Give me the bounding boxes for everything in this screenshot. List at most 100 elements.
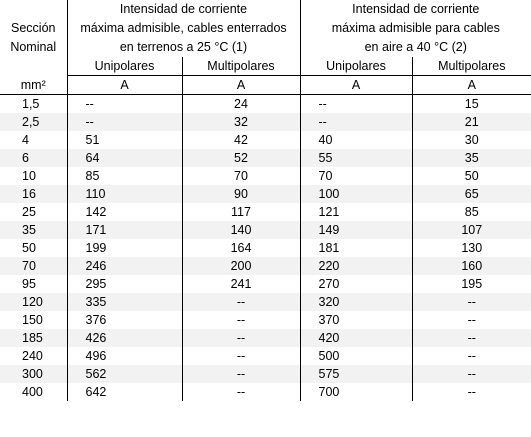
- cell-air-unipolar: 121: [300, 203, 413, 221]
- cell-buried-unipolar: 110: [67, 185, 183, 203]
- table-row: 16 110 90 100 65: [0, 185, 531, 203]
- cell-air-unipolar: 149: [300, 221, 413, 239]
- cell-section: 185: [0, 329, 68, 347]
- cell-air-multipolar: 15: [412, 94, 531, 113]
- cell-buried-unipolar: --: [67, 94, 183, 113]
- cell-air-unipolar: 320: [300, 293, 413, 311]
- header-air: Intensidad de corriente máxima admisible…: [300, 0, 531, 57]
- cell-air-multipolar: --: [412, 347, 531, 365]
- cell-buried-unipolar: 642: [67, 383, 183, 401]
- cell-buried-unipolar: 51: [67, 131, 183, 149]
- cell-section: 10: [0, 167, 68, 185]
- table-row: 185 426 -- 420 --: [0, 329, 531, 347]
- table-row: 150 376 -- 370 --: [0, 311, 531, 329]
- cell-section: 16: [0, 185, 68, 203]
- subheader-buried-unipolar: Unipolares: [67, 57, 183, 76]
- cell-air-unipolar: 181: [300, 239, 413, 257]
- cell-section: 240: [0, 347, 68, 365]
- table-row: 120 335 -- 320 --: [0, 293, 531, 311]
- subheader-buried-multipolar: Multipolares: [182, 57, 301, 76]
- table-row: 25 142 117 121 85: [0, 203, 531, 221]
- cell-air-unipolar: 270: [300, 275, 413, 293]
- cell-buried-multipolar: --: [182, 311, 301, 329]
- cell-buried-multipolar: 241: [182, 275, 301, 293]
- unit-air-multipolar: A: [412, 75, 531, 95]
- cell-buried-unipolar: 246: [67, 257, 183, 275]
- cell-buried-multipolar: 24: [182, 94, 301, 113]
- table-row: 95 295 241 270 195: [0, 275, 531, 293]
- unit-buried-multipolar: A: [182, 75, 301, 95]
- cell-buried-unipolar: 171: [67, 221, 183, 239]
- cell-buried-unipolar: 376: [67, 311, 183, 329]
- table-row: 6 64 52 55 35: [0, 149, 531, 167]
- cell-buried-unipolar: 85: [67, 167, 183, 185]
- cell-buried-unipolar: 335: [67, 293, 183, 311]
- cell-buried-unipolar: 562: [67, 365, 183, 383]
- cell-buried-unipolar: 142: [67, 203, 183, 221]
- cell-air-multipolar: --: [412, 293, 531, 311]
- cell-air-multipolar: --: [412, 383, 531, 401]
- cell-buried-multipolar: 52: [182, 149, 301, 167]
- cell-section: 95: [0, 275, 68, 293]
- header-section: Sección Nominal: [0, 0, 68, 76]
- cell-buried-unipolar: --: [67, 113, 183, 131]
- table-row: 10 85 70 70 50: [0, 167, 531, 185]
- cell-section: 6: [0, 149, 68, 167]
- cell-air-multipolar: 65: [412, 185, 531, 203]
- table-row: 300 562 -- 575 --: [0, 365, 531, 383]
- cell-buried-unipolar: 496: [67, 347, 183, 365]
- cell-air-multipolar: 50: [412, 167, 531, 185]
- cell-air-multipolar: --: [412, 365, 531, 383]
- cell-air-multipolar: 195: [412, 275, 531, 293]
- cell-air-unipolar: 575: [300, 365, 413, 383]
- cell-section: 2,5: [0, 113, 68, 131]
- cell-air-unipolar: 500: [300, 347, 413, 365]
- cell-buried-multipolar: --: [182, 293, 301, 311]
- cell-section: 35: [0, 221, 68, 239]
- cell-air-multipolar: 30: [412, 131, 531, 149]
- cell-buried-multipolar: 42: [182, 131, 301, 149]
- cell-buried-unipolar: 199: [67, 239, 183, 257]
- unit-section: mm²: [0, 75, 68, 95]
- cell-section: 300: [0, 365, 68, 383]
- cell-section: 1,5: [0, 94, 68, 113]
- cell-section: 70: [0, 257, 68, 275]
- cell-buried-multipolar: 90: [182, 185, 301, 203]
- table-body: 1,5 -- 24 -- 15 2,5 -- 32 -- 21 4 51 42 40 30 6 64 52 55 35…: [0, 94, 531, 401]
- cell-buried-unipolar: 426: [67, 329, 183, 347]
- unit-air-unipolar: A: [300, 75, 413, 95]
- table-row: 4 51 42 40 30: [0, 131, 531, 149]
- cell-air-unipolar: --: [300, 94, 413, 113]
- header-section-line-2: Nominal: [10, 39, 57, 54]
- cell-buried-multipolar: 140: [182, 221, 301, 239]
- cell-air-multipolar: 35: [412, 149, 531, 167]
- unit-buried-unipolar: A: [67, 75, 183, 95]
- cell-air-unipolar: 700: [300, 383, 413, 401]
- cell-air-multipolar: 21: [412, 113, 531, 131]
- table-row: 400 642 -- 700 --: [0, 383, 531, 401]
- cell-air-unipolar: --: [300, 113, 413, 131]
- cell-buried-unipolar: 64: [67, 149, 183, 167]
- cell-air-multipolar: --: [412, 311, 531, 329]
- cell-buried-multipolar: --: [182, 365, 301, 383]
- header-air-line-3: en aire a 40 °C (2): [364, 40, 467, 54]
- cell-air-unipolar: 420: [300, 329, 413, 347]
- ampacity-table: Sección Nominal Intensidad de corriente …: [0, 0, 531, 401]
- header-buried-line-2: máxima admisible, cables enterrados: [80, 21, 287, 35]
- header-air-line-2: máxima admisible para cables: [331, 21, 500, 35]
- table-row: 70 246 200 220 160: [0, 257, 531, 275]
- cell-section: 400: [0, 383, 68, 401]
- cell-buried-multipolar: 32: [182, 113, 301, 131]
- table-row: 240 496 -- 500 --: [0, 347, 531, 365]
- cell-air-multipolar: 107: [412, 221, 531, 239]
- cell-air-unipolar: 100: [300, 185, 413, 203]
- cell-buried-multipolar: 117: [182, 203, 301, 221]
- cell-buried-multipolar: 70: [182, 167, 301, 185]
- cell-section: 25: [0, 203, 68, 221]
- cell-section: 150: [0, 311, 68, 329]
- table-row: 35 171 140 149 107: [0, 221, 531, 239]
- cell-buried-multipolar: --: [182, 383, 301, 401]
- cell-air-multipolar: 130: [412, 239, 531, 257]
- cell-section: 120: [0, 293, 68, 311]
- cell-buried-multipolar: 200: [182, 257, 301, 275]
